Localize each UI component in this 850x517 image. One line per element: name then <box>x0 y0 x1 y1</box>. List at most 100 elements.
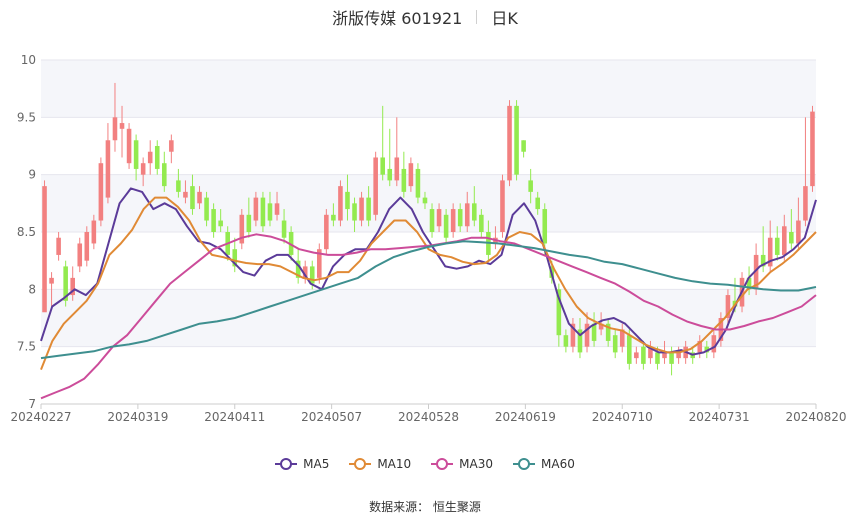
candle-up <box>183 191 188 198</box>
candle-down <box>429 209 435 232</box>
series-line-ma60 <box>40 240 817 360</box>
legend-label: MA60 <box>541 457 575 471</box>
legend-marker-icon <box>431 458 454 470</box>
legend-item-ma10[interactable]: MA10 <box>349 457 411 471</box>
candle-up <box>394 157 400 181</box>
y-tick-label: 7.5 <box>17 340 36 354</box>
candle-down <box>612 335 618 353</box>
period-label[interactable]: 日K <box>491 9 518 28</box>
candle-down <box>605 323 611 341</box>
candle-up <box>147 151 153 164</box>
candle-down <box>521 140 526 152</box>
candle-down <box>366 197 371 221</box>
title-separator <box>476 10 478 24</box>
candle-up <box>169 140 174 152</box>
candle-up <box>140 163 146 175</box>
grid-band <box>41 60 816 118</box>
candle-up <box>56 237 61 255</box>
data-source: 数据来源： 恒生聚源 <box>369 500 481 514</box>
candle-up <box>105 140 111 198</box>
candle-down <box>556 289 562 336</box>
candle-up <box>810 111 815 187</box>
legend-item-ma30[interactable]: MA30 <box>431 457 493 471</box>
x-tick-label: 20240619 <box>495 410 556 424</box>
legend-marker-icon <box>349 458 372 470</box>
x-tick-label: 20240227 <box>10 410 71 424</box>
series-line-ma5 <box>40 187 817 356</box>
legend-item-ma60[interactable]: MA60 <box>513 457 575 471</box>
candle-down <box>528 180 533 192</box>
candle-up <box>450 209 456 232</box>
candle-down <box>281 220 287 238</box>
candle-up <box>570 323 576 347</box>
grid-band <box>41 174 816 232</box>
candle-down <box>746 277 752 290</box>
legend-marker-icon <box>513 458 536 470</box>
candle-down <box>352 203 357 221</box>
candle-down <box>218 220 223 227</box>
candle-down <box>380 157 385 175</box>
candle-down <box>774 237 780 255</box>
candle-up <box>338 186 343 221</box>
candle-up <box>634 352 639 359</box>
x-tick-label: 20240507 <box>301 410 362 424</box>
candle-up <box>359 197 364 221</box>
candle-up <box>500 180 505 232</box>
candle-down <box>345 191 350 210</box>
candle-down <box>535 197 540 210</box>
candle-down <box>309 266 315 284</box>
candle-down <box>760 254 766 267</box>
candle-down <box>563 335 569 347</box>
candle-down <box>295 260 301 278</box>
candle-down <box>162 163 167 187</box>
candle-down <box>204 197 209 221</box>
candle-up <box>584 323 590 347</box>
y-tick-label: 10 <box>21 53 36 67</box>
chart-legend: MA5 MA10 MA30 MA60 <box>0 457 850 471</box>
y-tick-label: 9.5 <box>17 110 36 124</box>
candle-down <box>789 232 794 244</box>
candle-up <box>49 277 54 284</box>
y-tick-label: 8.5 <box>17 225 36 239</box>
candle-up <box>408 163 414 187</box>
candle-down <box>133 140 139 169</box>
legend-label: MA10 <box>377 457 412 471</box>
candle-down <box>641 346 646 364</box>
candle-down <box>655 352 660 364</box>
candle-down <box>401 168 407 192</box>
candle-down <box>577 329 583 353</box>
x-tick-label: 20240710 <box>592 410 653 424</box>
candle-down <box>415 168 421 198</box>
x-tick-label: 20240731 <box>689 410 750 424</box>
legend-marker-icon <box>275 458 298 470</box>
candle-down <box>514 105 519 175</box>
candle-down <box>176 180 181 192</box>
legend-item-ma5[interactable]: MA5 <box>275 457 329 471</box>
candle-up <box>464 203 470 227</box>
candle-up <box>70 277 75 296</box>
candle-up <box>197 191 202 204</box>
y-tick-label: 8 <box>28 282 36 296</box>
candle-up <box>324 214 329 250</box>
candle-up <box>274 203 280 215</box>
y-tick-label: 7 <box>28 397 36 411</box>
candle-up <box>648 346 653 359</box>
candle-down <box>154 146 160 169</box>
candle-down <box>591 323 597 341</box>
candle-up <box>239 214 245 244</box>
candle-up <box>697 340 703 353</box>
candle-down <box>288 232 294 255</box>
candle-up <box>126 128 132 164</box>
candle-down <box>190 186 195 210</box>
candle-up <box>782 226 787 255</box>
candle-down <box>669 352 674 364</box>
candle-down <box>704 346 710 353</box>
legend-label: MA30 <box>459 457 494 471</box>
candle-down <box>457 209 463 227</box>
candle-up <box>676 352 681 359</box>
candle-up <box>619 329 625 347</box>
candle-down <box>627 335 632 364</box>
candle-up <box>119 123 125 129</box>
candle-down <box>443 214 449 238</box>
